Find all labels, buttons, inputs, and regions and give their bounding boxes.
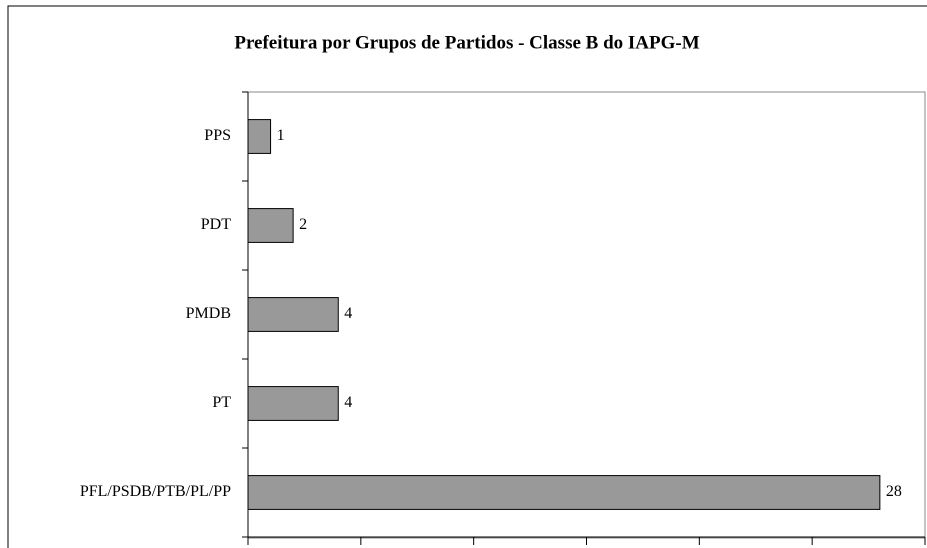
data-label: 4 <box>344 394 352 411</box>
data-label: 1 <box>277 127 285 144</box>
bar <box>247 386 339 421</box>
chart-title: Prefeitura por Grupos de Partidos - Clas… <box>234 32 699 53</box>
data-label: 2 <box>299 216 307 233</box>
data-label: 28 <box>886 483 902 500</box>
chart-frame <box>7 5 927 548</box>
bar <box>247 475 881 510</box>
bar <box>247 208 294 243</box>
data-label: 4 <box>344 305 352 322</box>
bar <box>247 297 339 332</box>
y-tick-label: PT <box>212 394 231 411</box>
y-tick-label: PMDB <box>186 305 231 322</box>
y-tick-label: PFL/PSDB/PTB/PL/PP <box>80 483 231 500</box>
y-tick-label: PDT <box>201 216 231 233</box>
bar <box>247 119 272 154</box>
y-tick-label: PPS <box>204 127 231 144</box>
